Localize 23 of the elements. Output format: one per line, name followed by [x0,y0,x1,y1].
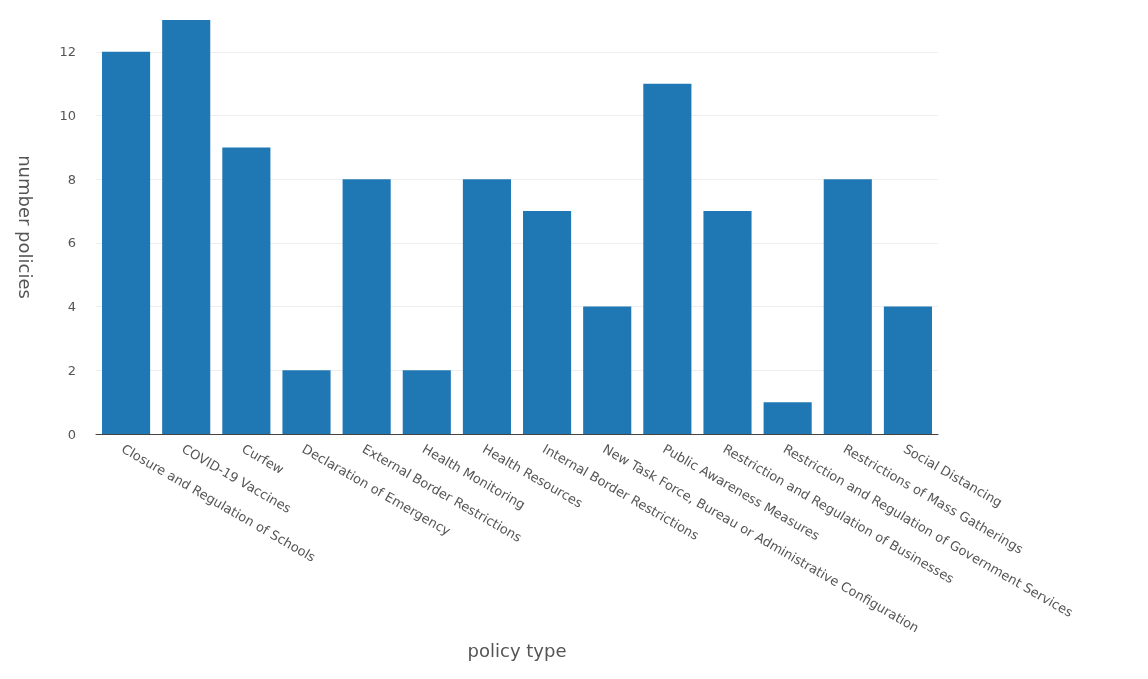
bar [462,179,511,434]
bar [583,306,632,434]
bar [703,211,752,434]
y-tick-label: 4 [67,299,76,315]
y-axis-title: number policies [14,155,36,299]
y-tick-label: 0 [67,426,76,442]
bar [102,51,151,434]
y-tick-label: 6 [67,235,76,251]
bar [402,370,451,434]
y-tick-label: 8 [67,171,76,187]
bar [222,147,271,434]
bar [823,179,872,434]
bar [883,306,932,434]
bar [763,402,812,434]
x-axis-title: policy type [467,639,567,661]
y-tick-label: 2 [67,362,76,378]
y-tick-label: 12 [59,44,76,60]
bar [643,83,692,434]
bar [282,370,331,434]
bar [162,20,211,434]
bar [342,179,391,434]
y-tick-label: 10 [59,108,76,124]
bar [523,211,572,434]
